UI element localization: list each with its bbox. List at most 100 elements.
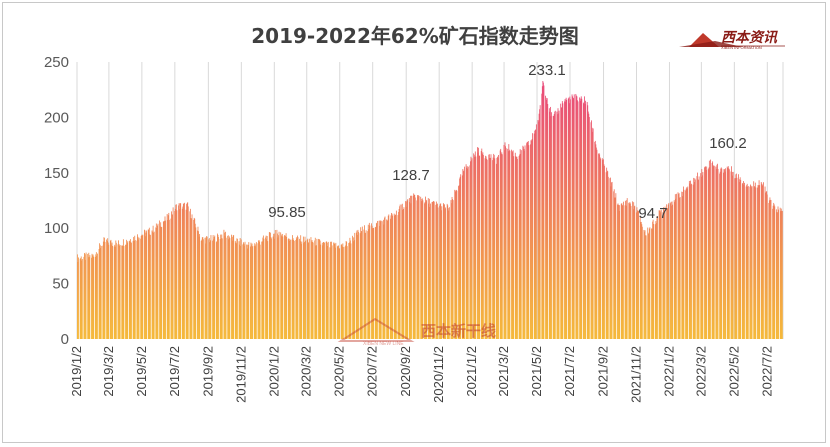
bar <box>492 157 494 339</box>
bar <box>500 154 502 339</box>
bar <box>149 234 151 339</box>
bar <box>638 210 639 339</box>
bar <box>739 177 741 339</box>
bar <box>201 237 203 339</box>
bar <box>615 193 617 339</box>
bar <box>212 235 214 339</box>
bar <box>235 243 237 339</box>
bar <box>674 194 676 339</box>
bar <box>377 220 378 339</box>
bar <box>295 237 297 339</box>
bar <box>165 220 166 339</box>
bar <box>753 181 755 339</box>
bar <box>194 218 196 339</box>
bar <box>739 179 741 339</box>
bar <box>558 113 559 339</box>
x-tick-label: 2020/3/2 <box>299 346 314 397</box>
bar <box>441 206 443 339</box>
bar <box>520 153 522 339</box>
bar <box>644 231 645 339</box>
bar <box>240 239 242 339</box>
bar <box>175 204 177 339</box>
bar <box>372 228 374 339</box>
bar <box>520 150 522 339</box>
bar <box>155 227 157 339</box>
data-label: 233.1 <box>528 62 566 79</box>
bar <box>557 114 558 339</box>
bar <box>481 148 483 339</box>
bar <box>451 203 452 339</box>
bar <box>122 245 124 339</box>
bar <box>220 238 222 339</box>
bar <box>151 230 153 339</box>
bar <box>570 99 571 339</box>
x-tick-label: 2019/9/2 <box>200 346 215 397</box>
bar <box>475 156 477 339</box>
bar <box>81 258 83 339</box>
bar <box>705 166 707 339</box>
bar <box>382 219 384 339</box>
bar <box>373 227 375 339</box>
bar <box>647 227 649 339</box>
bar <box>652 219 654 339</box>
watermark-subtext: XIBEN NEW LINE <box>363 341 404 347</box>
bar <box>394 215 396 339</box>
bar <box>643 229 645 339</box>
bar <box>235 242 237 339</box>
bar <box>677 192 679 339</box>
bar <box>344 246 346 339</box>
bar <box>292 235 293 339</box>
bar <box>582 103 584 339</box>
bar <box>499 150 501 339</box>
bar <box>723 169 725 339</box>
bar <box>348 242 350 339</box>
bar <box>376 223 378 339</box>
bar <box>401 204 403 339</box>
bar <box>671 201 673 339</box>
bar <box>335 242 337 339</box>
bar <box>367 224 369 339</box>
bar <box>320 244 322 339</box>
bar <box>685 188 687 339</box>
bar <box>653 223 655 339</box>
bar <box>509 150 511 339</box>
bar <box>325 241 327 339</box>
bar <box>324 242 325 339</box>
bar <box>753 186 755 339</box>
bar <box>490 154 492 339</box>
bar <box>214 235 216 339</box>
bar <box>341 244 343 339</box>
bar <box>524 150 525 339</box>
bar <box>539 109 541 339</box>
x-tick-label: 2021/11/2 <box>629 346 644 403</box>
bar <box>507 151 509 339</box>
bar <box>595 144 597 339</box>
bar <box>132 240 134 339</box>
bar <box>179 209 181 339</box>
bar <box>339 248 341 339</box>
bar <box>769 197 771 339</box>
bar <box>220 234 222 339</box>
bar <box>395 214 397 339</box>
bar <box>323 242 325 339</box>
bar <box>485 156 487 339</box>
bar <box>535 124 537 339</box>
bar <box>488 154 490 339</box>
bar <box>602 159 604 339</box>
bar <box>81 260 83 339</box>
bar <box>655 221 657 339</box>
bar <box>168 212 170 339</box>
bar <box>268 232 270 339</box>
bar <box>587 105 589 339</box>
bar <box>573 97 575 339</box>
bar <box>770 199 772 339</box>
bar <box>425 201 427 339</box>
bar <box>497 156 498 339</box>
bar <box>187 202 189 339</box>
bar <box>746 183 748 339</box>
bar <box>611 181 613 339</box>
bar <box>605 172 607 339</box>
bar <box>565 97 567 340</box>
bar <box>316 238 318 339</box>
bar <box>712 161 714 339</box>
